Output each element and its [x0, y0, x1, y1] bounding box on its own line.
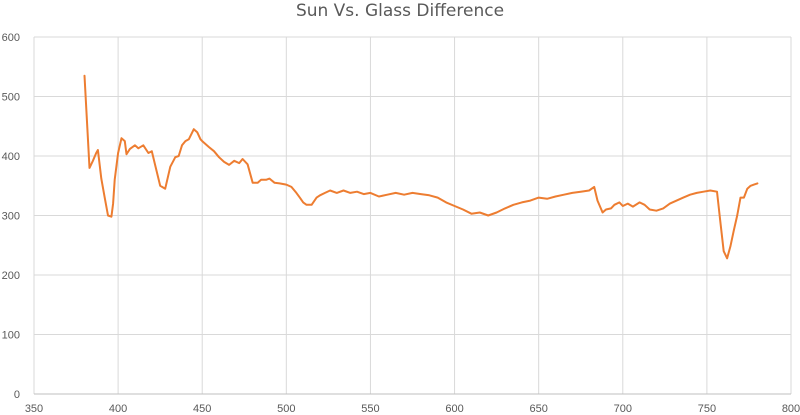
x-tick-label: 750 — [698, 403, 716, 415]
x-tick-label: 700 — [614, 403, 632, 415]
x-tick-label: 400 — [109, 403, 127, 415]
x-tick-label: 550 — [361, 403, 379, 415]
x-tick-label: 350 — [25, 403, 43, 415]
x-tick-label: 800 — [782, 403, 800, 415]
y-tick-label: 0 — [14, 389, 20, 401]
y-tick-label: 200 — [2, 270, 20, 282]
y-tick-label: 300 — [2, 211, 20, 223]
y-tick-label: 600 — [2, 32, 20, 44]
y-tick-label: 400 — [2, 151, 20, 163]
series-line-0 — [83, 74, 759, 260]
x-tick-label: 650 — [529, 403, 547, 415]
x-tick-label: 500 — [277, 403, 295, 415]
chart-title: Sun Vs. Glass Difference — [295, 1, 505, 21]
x-tick-label: 450 — [193, 403, 211, 415]
y-tick-label: 500 — [2, 92, 20, 104]
x-tick-label: 600 — [445, 403, 463, 415]
y-tick-label: 100 — [2, 330, 20, 342]
